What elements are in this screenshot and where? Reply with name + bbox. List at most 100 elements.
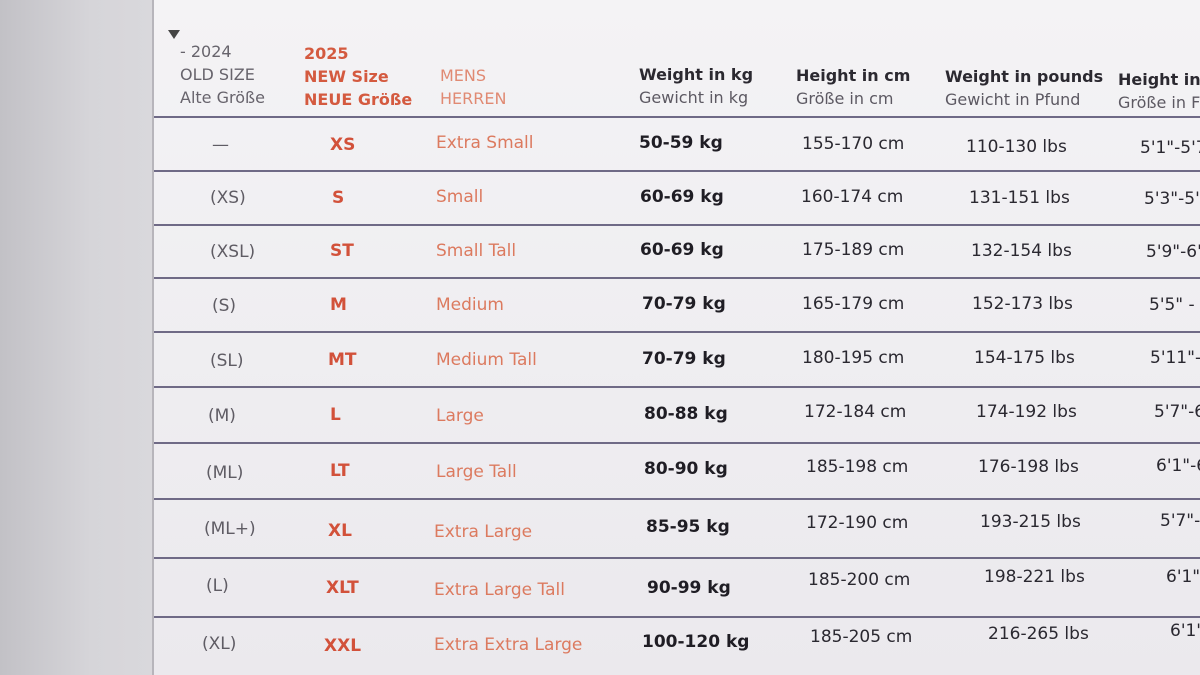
height-cm-cell: 180-195 cm	[802, 348, 905, 368]
height-cm-cell: 185-205 cm	[810, 627, 913, 647]
mens-size-cell: Extra Small	[436, 133, 534, 153]
weight-lbs-cell: 198-221 lbs	[984, 567, 1085, 587]
old-size-cell: (ML)	[206, 463, 244, 483]
height-cm-cell: 172-190 cm	[806, 513, 909, 533]
header-new-size: 2025 NEW Size NEUE Größe	[304, 42, 412, 111]
new-size-cell: M	[330, 295, 347, 315]
mens-size-cell: Large Tall	[436, 462, 517, 482]
weight-lbs-cell: 154-175 lbs	[974, 348, 1075, 368]
mens-size-cell: Extra Large	[434, 522, 533, 542]
row-rule	[154, 386, 1200, 388]
row-rule	[154, 557, 1200, 559]
weight-lbs-cell: 110-130 lbs	[966, 137, 1067, 157]
row-rule	[154, 616, 1200, 618]
height-ft-cell: 6'1"	[1170, 621, 1200, 641]
old-size-cell: (ML+)	[204, 519, 256, 539]
header-old-size-en: OLD SIZE	[180, 65, 255, 84]
row-rule	[154, 442, 1200, 444]
row-rule	[154, 331, 1200, 333]
header-height-ft: Height in F Größe in F	[1118, 68, 1200, 114]
mens-size-cell: Small	[436, 187, 484, 207]
row-rule	[154, 170, 1200, 172]
header-new-size-de: NEUE Größe	[304, 90, 413, 109]
header-height-cm: Height in cm Größe in cm	[796, 64, 910, 110]
header-weight-lbs-en: Weight in pounds	[945, 67, 1104, 86]
weight-lbs-cell: 193-215 lbs	[980, 512, 1081, 532]
triangle-marker-icon	[168, 30, 180, 39]
weight-kg-cell: 70-79 kg	[642, 294, 726, 314]
header-weight-lbs-de: Gewicht in Pfund	[945, 90, 1081, 109]
new-size-cell: L	[330, 405, 341, 425]
size-chart-sheet: - 2024 OLD SIZE Alte Größe 2025 NEW Size…	[152, 0, 1200, 675]
weight-kg-cell: 50-59 kg	[639, 133, 723, 153]
weight-lbs-cell: 176-198 lbs	[978, 457, 1079, 477]
weight-kg-cell: 85-95 kg	[646, 517, 730, 537]
height-cm-cell: 185-198 cm	[806, 457, 909, 477]
header-height-ft-de: Größe in F	[1118, 93, 1200, 112]
mens-size-cell: Small Tall	[436, 241, 517, 261]
height-ft-cell: 5'9"-6'	[1146, 242, 1200, 262]
row-rule	[154, 224, 1200, 226]
new-size-cell: MT	[328, 350, 357, 370]
weight-lbs-cell: 216-265 lbs	[988, 624, 1089, 644]
row-rule	[154, 498, 1200, 500]
height-ft-cell: 6'1"	[1166, 567, 1200, 587]
mens-size-cell: Medium	[436, 295, 504, 315]
header-weight-kg: Weight in kg Gewicht in kg	[639, 63, 753, 109]
height-cm-cell: 175-189 cm	[802, 240, 905, 260]
weight-lbs-cell: 174-192 lbs	[976, 402, 1077, 422]
header-weight-kg-de: Gewicht in kg	[639, 88, 749, 107]
header-height-cm-en: Height in cm	[796, 66, 911, 85]
height-cm-cell: 172-184 cm	[804, 402, 907, 422]
old-size-cell: (SL)	[210, 351, 244, 371]
new-size-cell: ST	[330, 241, 354, 261]
height-cm-cell: 155-170 cm	[802, 134, 905, 154]
mens-size-cell: Large	[436, 406, 484, 426]
header-old-size: - 2024 OLD SIZE Alte Größe	[180, 40, 265, 109]
header-height-cm-de: Größe in cm	[796, 89, 894, 108]
weight-lbs-cell: 152-173 lbs	[972, 294, 1073, 314]
weight-kg-cell: 80-90 kg	[644, 459, 728, 479]
new-size-cell: LT	[330, 461, 350, 481]
old-size-cell: (XS)	[210, 188, 246, 208]
weight-kg-cell: 70-79 kg	[642, 349, 726, 369]
weight-lbs-cell: 132-154 lbs	[971, 241, 1072, 261]
new-size-cell: XL	[328, 521, 352, 541]
height-ft-cell: 5'7"-	[1160, 511, 1200, 531]
weight-kg-cell: 80-88 kg	[644, 404, 728, 424]
row-rule	[154, 277, 1200, 279]
mens-size-cell: Medium Tall	[436, 350, 537, 370]
height-ft-cell: 5'11"-	[1150, 348, 1200, 368]
new-size-cell: XS	[330, 135, 356, 155]
header-rule	[154, 116, 1200, 118]
photo-background-left	[0, 0, 152, 675]
height-ft-cell: 5'3"-5'8	[1144, 189, 1200, 209]
header-old-size-de: Alte Größe	[180, 88, 265, 107]
weight-kg-cell: 60-69 kg	[640, 240, 724, 260]
header-mens-en: MENS	[440, 66, 487, 85]
height-cm-cell: 185-200 cm	[808, 570, 911, 590]
weight-kg-cell: 60-69 kg	[640, 187, 724, 207]
header-new-size-year: 2025	[304, 44, 349, 63]
height-cm-cell: 160-174 cm	[801, 187, 904, 207]
old-size-cell: (XSL)	[210, 242, 256, 262]
weight-kg-cell: 90-99 kg	[647, 578, 731, 598]
header-mens: MENS HERREN	[440, 64, 506, 110]
old-size-cell: —	[212, 135, 229, 155]
height-ft-cell: 5'5" -	[1149, 295, 1195, 315]
old-size-cell: (L)	[206, 576, 229, 596]
new-size-cell: XXL	[324, 636, 362, 656]
header-mens-de: HERREN	[440, 89, 507, 108]
mens-size-cell: Extra Large Tall	[434, 580, 565, 600]
height-cm-cell: 165-179 cm	[802, 294, 905, 314]
height-ft-cell: 5'1"-5'7	[1140, 138, 1200, 158]
new-size-cell: XLT	[326, 578, 359, 598]
new-size-cell: S	[332, 188, 345, 208]
header-new-size-en: NEW Size	[304, 67, 389, 86]
weight-kg-cell: 100-120 kg	[642, 632, 750, 652]
old-size-cell: (XL)	[202, 634, 237, 654]
header-height-ft-en: Height in F	[1118, 70, 1200, 89]
header-weight-kg-en: Weight in kg	[639, 65, 754, 84]
old-size-cell: (S)	[212, 296, 237, 316]
mens-size-cell: Extra Extra Large	[434, 635, 583, 655]
